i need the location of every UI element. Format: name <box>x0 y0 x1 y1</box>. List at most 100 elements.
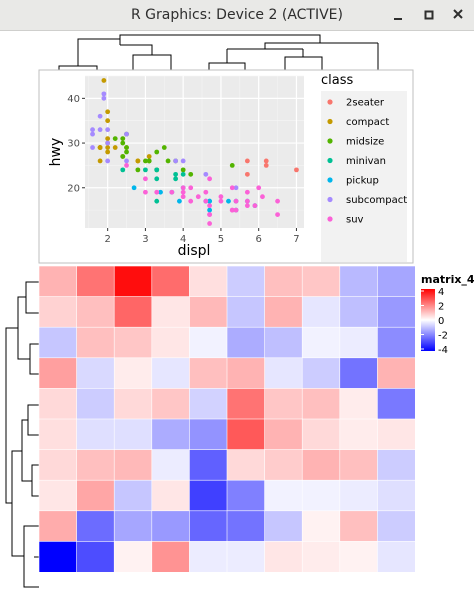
y-tick-label: 30 <box>67 139 80 150</box>
x-tick-label: 4 <box>180 234 186 245</box>
heatmap-legend-label: 2 <box>438 302 444 313</box>
scatter-panel <box>85 76 304 228</box>
embedded-ggplot: 2 3 4 5 6 7 20 30 40 displ hwy class 2seater com… <box>38 69 414 264</box>
heatmap-cell <box>113 357 153 389</box>
point-suv <box>188 185 194 191</box>
point-suv <box>143 189 148 195</box>
point-suv <box>169 189 175 195</box>
heatmap-cell <box>226 296 266 328</box>
heatmap-cell <box>189 418 228 451</box>
heatmap-cell <box>339 265 378 298</box>
legend-label-subcompact: subcompact <box>346 195 407 206</box>
minimize-icon <box>394 18 402 20</box>
x-tick-label: 6 <box>256 234 262 245</box>
heatmap-cell <box>76 265 115 298</box>
x-tick-label: 2 <box>104 234 110 245</box>
heatmap <box>38 265 416 573</box>
legend-key-minivan <box>327 157 333 164</box>
heatmap-cell <box>264 265 303 298</box>
minimize-button[interactable] <box>387 5 409 25</box>
scatter-points <box>90 78 299 226</box>
heatmap-cell <box>113 479 153 512</box>
point-pickup <box>158 189 163 195</box>
point-suv <box>203 189 209 195</box>
point-midsize <box>124 145 129 150</box>
point-suv <box>218 198 224 204</box>
point-midsize <box>180 167 186 173</box>
heatmap-cell <box>264 418 303 451</box>
point-pickup <box>131 185 137 191</box>
point-subcompact <box>105 140 111 146</box>
heatmap-cell <box>189 357 228 389</box>
point-subcompact <box>105 158 111 164</box>
window-title: R Graphics: Device 2 (ACTIVE) <box>131 7 343 23</box>
heatmap-legend-label: -2 <box>438 331 448 342</box>
heatmap-cell <box>377 326 416 359</box>
x-tick-label: 3 <box>142 234 148 245</box>
legend-key-midsize <box>327 138 333 144</box>
row-dendrogram <box>5 281 39 588</box>
point-midsize <box>146 158 152 164</box>
heatmap-cell <box>377 510 416 542</box>
point-suv <box>143 176 148 182</box>
point-suv <box>252 203 258 209</box>
legend-label-minivan: minivan <box>346 156 386 167</box>
point-compact <box>105 145 111 150</box>
heatmap-cell <box>339 357 378 389</box>
point-compact <box>135 158 141 164</box>
x-axis-label: displ <box>178 243 211 259</box>
heatmap-cell <box>189 449 228 481</box>
scatter-x-ticks: 2 3 4 5 6 7 <box>104 228 300 245</box>
point-compact <box>97 158 103 164</box>
point-2seater <box>244 171 250 177</box>
point-suv <box>218 194 224 200</box>
heatmap-cell <box>339 388 378 420</box>
heatmap-cell <box>76 357 115 389</box>
legend-key-suv <box>327 216 333 222</box>
heatmap-cell <box>301 418 341 451</box>
point-subcompact <box>97 113 103 119</box>
heatmap-cell <box>264 388 303 420</box>
point-pickup <box>207 198 213 204</box>
heatmap-cell <box>226 479 266 512</box>
heatmap-cell <box>301 449 341 481</box>
heatmap-cell <box>226 418 266 451</box>
point-subcompact <box>90 145 95 150</box>
heatmap-cell <box>76 296 115 328</box>
heatmap-cell <box>189 388 228 420</box>
point-midsize <box>229 163 235 168</box>
point-suv <box>207 212 213 217</box>
heatmap-cell <box>339 296 378 328</box>
close-button[interactable] <box>447 5 469 25</box>
heatmap-cell <box>151 388 191 420</box>
heatmap-cell <box>189 479 228 512</box>
point-suv <box>275 198 280 204</box>
maximize-button[interactable] <box>418 5 440 25</box>
legend-label-2seater: 2seater <box>346 98 385 109</box>
heatmap-cell <box>113 510 153 542</box>
heatmap-cell <box>377 357 416 389</box>
heatmap-cell <box>264 326 303 359</box>
point-subcompact <box>233 185 239 191</box>
heatmap-cell <box>301 357 341 389</box>
point-midsize <box>124 149 129 155</box>
close-icon <box>453 9 463 19</box>
point-midsize <box>120 136 126 141</box>
legend-label-suv: suv <box>346 215 364 226</box>
window-titlebar: R Graphics: Device 2 (ACTIVE) <box>0 0 474 31</box>
heatmap-cell <box>301 541 341 573</box>
point-midsize <box>161 145 167 150</box>
heatmap-legend: matrix_4 4 2 0 -2 -4 <box>421 273 474 356</box>
heatmap-cell <box>301 479 341 512</box>
heatmap-cell <box>189 296 228 328</box>
heatmap-legend-label: 4 <box>438 287 444 298</box>
point-suv <box>233 207 239 213</box>
heatmap-cell <box>226 357 266 389</box>
point-compact <box>112 145 118 150</box>
point-compact <box>97 145 103 150</box>
heatmap-cell <box>38 479 78 512</box>
heatmap-cell <box>151 265 191 298</box>
heatmap-legend-label: 0 <box>438 316 444 327</box>
heatmap-cell <box>151 326 191 359</box>
